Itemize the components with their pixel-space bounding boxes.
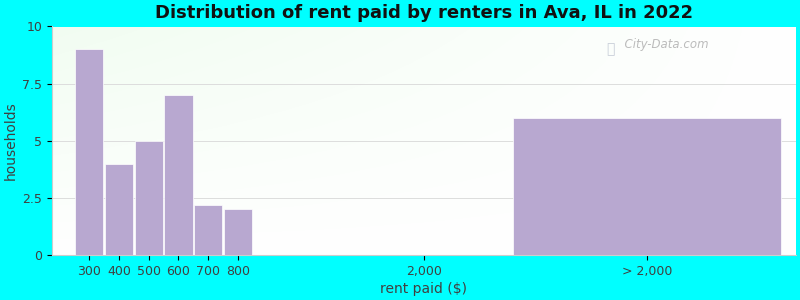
Title: Distribution of rent paid by renters in Ava, IL in 2022: Distribution of rent paid by renters in … xyxy=(155,4,693,22)
Bar xyxy=(194,205,222,255)
Bar xyxy=(164,95,193,255)
Bar xyxy=(513,118,781,255)
Text: City-Data.com: City-Data.com xyxy=(618,38,709,51)
Bar xyxy=(105,164,133,255)
Bar xyxy=(75,49,103,255)
Y-axis label: households: households xyxy=(4,101,18,180)
X-axis label: rent paid ($): rent paid ($) xyxy=(381,282,467,296)
Text: ⦾: ⦾ xyxy=(606,43,614,56)
Bar xyxy=(224,209,252,255)
Bar xyxy=(134,141,163,255)
